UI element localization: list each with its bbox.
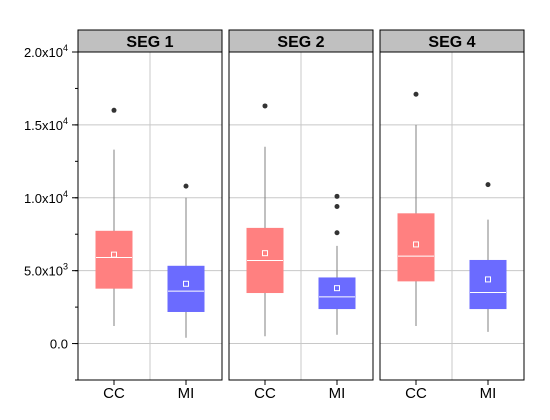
box-mean-marker (183, 280, 189, 287)
box-outlier (485, 182, 491, 188)
y-tick-label: 1.0x104 (24, 189, 68, 206)
facet-panel: SEG 2 CC MI (228, 29, 374, 402)
box-mean-marker (262, 250, 268, 257)
x-category-label: MI (178, 385, 195, 402)
box-mean-marker (413, 241, 419, 248)
box-outlier (111, 107, 117, 113)
x-category-label: MI (329, 385, 346, 402)
panel-frame (379, 51, 525, 381)
box-iqr (167, 265, 205, 312)
y-tick-mantissa: 2.0x10 (24, 45, 63, 60)
box-outlier (334, 193, 340, 199)
box-outlier (334, 204, 340, 210)
box-mean-marker (334, 285, 340, 292)
x-category-label: MI (480, 385, 497, 402)
facet-title: SEG 4 (428, 34, 475, 51)
y-tick-mantissa: 5.0x10 (24, 264, 63, 279)
y-tick-label: 5.0x103 (24, 262, 68, 279)
x-category-label: CC (103, 385, 125, 402)
y-tick-label: 2.0x104 (24, 43, 68, 60)
panel-frame (77, 51, 223, 381)
box-iqr (318, 277, 356, 310)
y-tick-exponent: 4 (63, 189, 68, 199)
y-tick-exponent: 4 (63, 43, 68, 53)
box-outlier (334, 230, 340, 236)
x-category-label: CC (405, 385, 427, 402)
box-mean-marker (111, 251, 117, 258)
box-iqr (469, 259, 507, 310)
facet-panel: SEG 1 CC MI (77, 29, 223, 402)
y-tick-exponent: 3 (63, 262, 68, 272)
x-category-label: CC (254, 385, 276, 402)
box-mean-marker (485, 276, 491, 283)
box-iqr (95, 230, 133, 289)
y-tick-label: 1.5x104 (24, 116, 68, 133)
panel-frame (228, 51, 374, 381)
y-tick-exponent: 4 (63, 116, 68, 126)
box-outlier (413, 91, 419, 97)
facet-title: SEG 1 (126, 34, 173, 51)
facet-panels: SEG 1 CC MI SEG 2 CC MI SEG 4 CC MI (77, 29, 525, 402)
y-tick-label: 0.0 (50, 337, 68, 352)
box-outlier (262, 103, 268, 109)
y-tick-mantissa: 0.0 (50, 337, 68, 352)
y-tick-mantissa: 1.5x10 (24, 118, 63, 133)
y-tick-mantissa: 1.0x10 (24, 191, 63, 206)
facet-panel: SEG 4 CC MI (379, 29, 525, 402)
box-outlier (183, 183, 189, 189)
facet-title: SEG 2 (277, 34, 324, 51)
